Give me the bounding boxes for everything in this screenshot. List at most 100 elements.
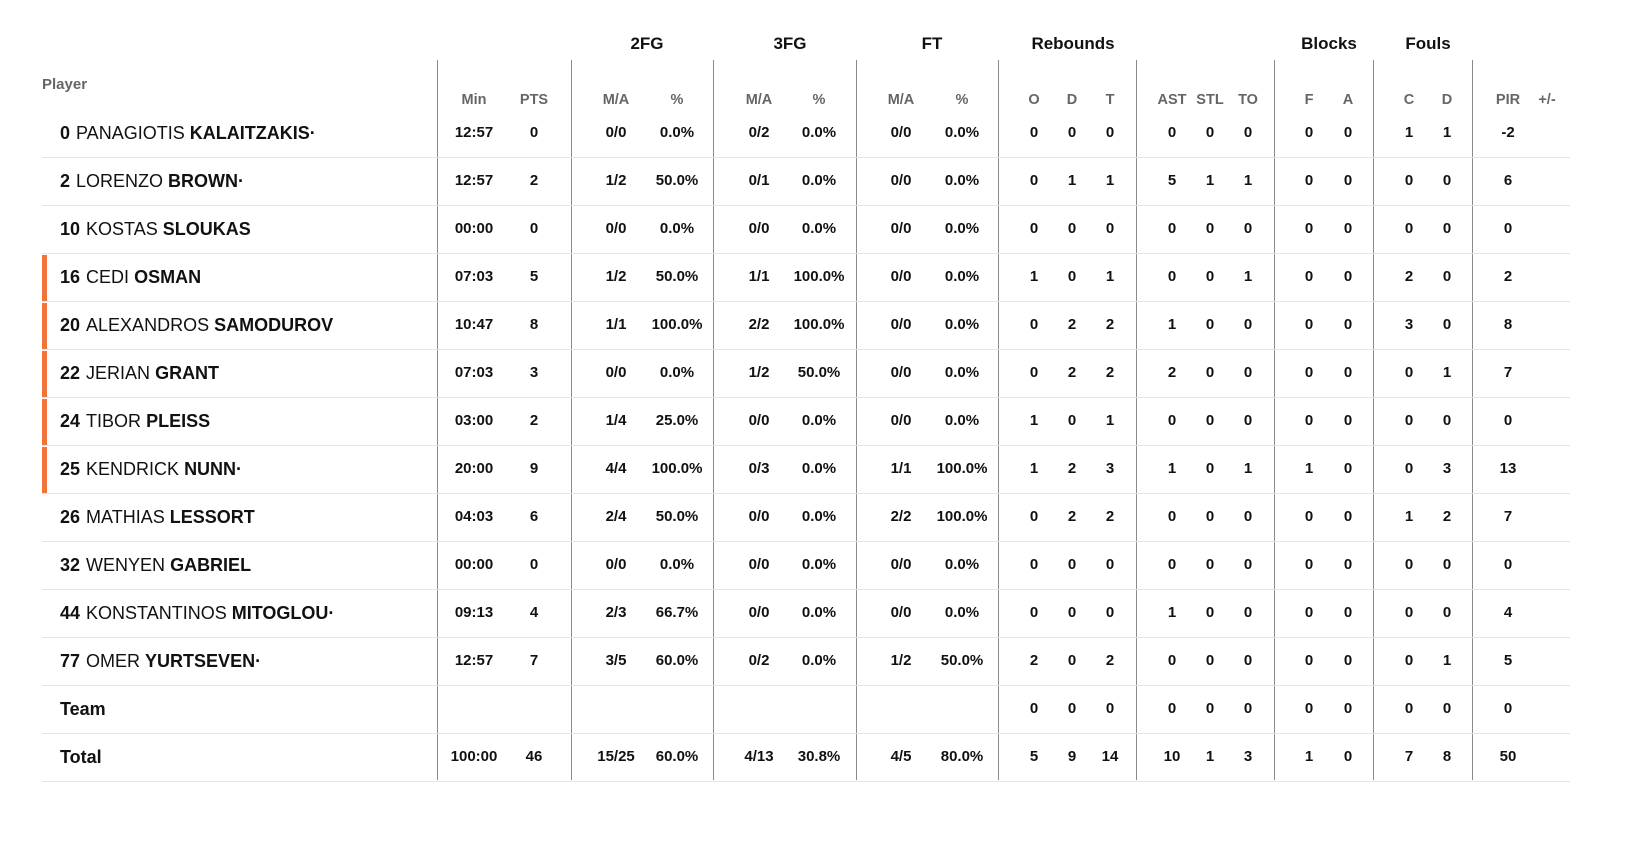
- stat-cell: 80.0%: [940, 748, 984, 765]
- column-header[interactable]: TO: [1238, 92, 1258, 108]
- group-header-rebounds: Rebounds: [1031, 34, 1115, 53]
- stat-cell: 0.0%: [944, 268, 980, 285]
- column-header[interactable]: F: [1304, 92, 1314, 108]
- stat-cell: 2/2: [890, 508, 912, 525]
- stat-cell: 1: [1167, 460, 1177, 477]
- stat-cell: 0/2: [748, 124, 770, 141]
- column-header[interactable]: %: [670, 92, 684, 108]
- column-header[interactable]: A: [1342, 92, 1354, 108]
- column-divider: [437, 60, 438, 780]
- player-name[interactable]: 2 LORENZO BROWN·: [60, 157, 244, 205]
- player-name[interactable]: 20 ALEXANDROS SAMODUROV: [60, 301, 333, 349]
- stat-cell: 0: [1404, 700, 1414, 717]
- player-row: 77 OMER YURTSEVEN· 12:57 7 3/5 60.0% 0/2 0.0% 1/…: [42, 637, 1570, 686]
- stat-cell: 0: [1167, 556, 1177, 573]
- stat-cell: 0/0: [890, 556, 912, 573]
- stat-cell: 0/0: [890, 604, 912, 621]
- column-header[interactable]: M/A: [602, 92, 630, 108]
- stat-cell: 0: [1205, 364, 1215, 381]
- stat-cell: 0: [1167, 700, 1177, 717]
- stat-cell: 2: [1029, 652, 1039, 669]
- stat-cell: 2: [1067, 364, 1077, 381]
- player-name[interactable]: 22 JERIAN GRANT: [60, 349, 219, 397]
- last-name: SAMODUROV: [214, 315, 334, 335]
- stat-cell: 0: [1343, 700, 1353, 717]
- stat-cell: 0: [1503, 220, 1513, 237]
- column-header[interactable]: %: [955, 92, 969, 108]
- column-header[interactable]: %: [812, 92, 826, 108]
- jersey-number: 77: [60, 651, 81, 671]
- stat-cell: 7: [1503, 364, 1513, 381]
- stat-cell: 1/1: [748, 268, 770, 285]
- stat-cell: 50.0%: [797, 364, 841, 381]
- player-name[interactable]: 0 PANAGIOTIS KALAITZAKIS·: [60, 109, 316, 157]
- stat-cell: 0: [1442, 556, 1452, 573]
- stat-cell: 0: [1105, 700, 1115, 717]
- player-row: 2 LORENZO BROWN· 12:57 2 1/2 50.0% 0/1 0.0% 0/0 0…: [42, 157, 1570, 206]
- column-header[interactable]: +/-: [1538, 92, 1556, 108]
- stat-cell: 0: [1304, 220, 1314, 237]
- stat-cell: 3: [1404, 316, 1414, 333]
- stat-cell: 0: [1243, 412, 1253, 429]
- stat-cell: -2: [1501, 124, 1515, 141]
- column-header[interactable]: M/A: [745, 92, 773, 108]
- stat-cell: 1/1: [890, 460, 912, 477]
- jersey-number: 16: [60, 267, 81, 287]
- stat-cell: 0: [1343, 748, 1353, 765]
- column-header[interactable]: AST: [1157, 92, 1187, 108]
- column-header[interactable]: O: [1028, 92, 1040, 108]
- stat-cell: 0.0%: [659, 364, 695, 381]
- stat-cell: 0: [1243, 220, 1253, 237]
- stat-cell: 0: [1503, 412, 1513, 429]
- stat-cell: 1: [1029, 460, 1039, 477]
- stat-cell: 0/0: [748, 604, 770, 621]
- stat-cell: 6: [529, 508, 539, 525]
- stat-cell: 0: [1404, 460, 1414, 477]
- column-header[interactable]: PIR: [1495, 92, 1521, 108]
- stat-cell: 0: [1343, 124, 1353, 141]
- player-name[interactable]: 24 TIBOR PLEISS: [60, 397, 210, 445]
- stat-cell: 0: [1304, 604, 1314, 621]
- stat-cell: 12:57: [454, 652, 494, 669]
- player-name[interactable]: 26 MATHIAS LESSORT: [60, 493, 255, 541]
- stat-cell: 4/5: [890, 748, 912, 765]
- jersey-number: 24: [60, 411, 81, 431]
- stat-cell: 13: [1499, 460, 1517, 477]
- stat-cell: 07:03: [454, 364, 494, 381]
- last-name: KALAITZAKIS·: [189, 123, 316, 143]
- stat-cell: 0.0%: [944, 316, 980, 333]
- player-name[interactable]: 25 KENDRICK NUNN·: [60, 445, 242, 493]
- player-name[interactable]: 44 KONSTANTINOS MITOGLOU·: [60, 589, 334, 637]
- player-name[interactable]: 16 CEDI OSMAN: [60, 253, 201, 301]
- group-header-fouls: Fouls: [1405, 34, 1451, 53]
- stat-cell: 0: [1404, 652, 1414, 669]
- player-row: 16 CEDI OSMAN 07:03 5 1/2 50.0% 1/1 100.0% 0/0 0.…: [42, 253, 1570, 302]
- stat-cell: 25.0%: [655, 412, 699, 429]
- stat-cell: 12:57: [454, 124, 494, 141]
- column-header[interactable]: PTS: [519, 92, 549, 108]
- jersey-number: 2: [60, 171, 71, 191]
- column-header[interactable]: T: [1105, 92, 1115, 108]
- stat-cell: 0: [1067, 412, 1077, 429]
- stat-cell: 0: [1343, 268, 1353, 285]
- stat-cell: 2: [1067, 316, 1077, 333]
- column-header[interactable]: STL: [1196, 92, 1224, 108]
- starter-indicator: [42, 303, 47, 349]
- stat-cell: 66.7%: [655, 604, 699, 621]
- player-name[interactable]: 10 KOSTAS SLOUKAS: [60, 205, 251, 253]
- group-header-2fg: 2FG: [630, 34, 664, 53]
- column-header[interactable]: C: [1403, 92, 1415, 108]
- stat-cell: 0: [1343, 556, 1353, 573]
- column-header[interactable]: D: [1066, 92, 1078, 108]
- player-name[interactable]: 32 WENYEN GABRIEL: [60, 541, 251, 589]
- stat-cell: 0.0%: [659, 220, 695, 237]
- column-header[interactable]: M/A: [887, 92, 915, 108]
- last-name: BROWN·: [168, 171, 245, 191]
- player-name[interactable]: 77 OMER YURTSEVEN·: [60, 637, 261, 685]
- stat-cell: 2/2: [748, 316, 770, 333]
- column-header[interactable]: Min: [461, 92, 487, 108]
- stat-cell: 1: [1404, 508, 1414, 525]
- column-header[interactable]: D: [1441, 92, 1453, 108]
- stat-cell: 2: [1105, 364, 1115, 381]
- stat-cell: 0: [1304, 364, 1314, 381]
